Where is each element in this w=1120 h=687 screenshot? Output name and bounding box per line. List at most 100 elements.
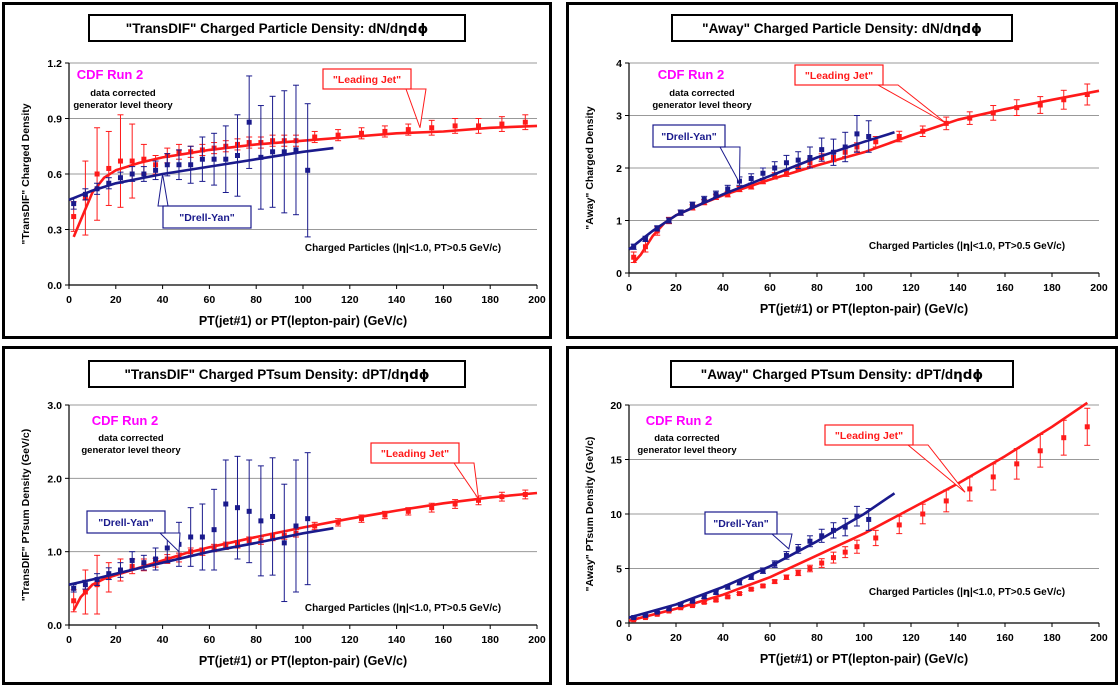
leading-jet-data-point	[748, 183, 754, 189]
drell-yan-data-point	[188, 534, 194, 540]
leading-jet-callout-box	[322, 68, 412, 90]
drell-yan-data-point	[654, 225, 660, 231]
drell-yan-data-point	[293, 523, 299, 529]
y-axis-label: "TransDIF" PTsum Density (GeV/c)	[20, 429, 32, 602]
x-tick-label: 0	[626, 282, 632, 294]
leading-jet-callout-label: "Leading Jet"	[381, 448, 449, 460]
x-tick-label: 80	[811, 632, 823, 644]
y-tick-label: 0	[616, 268, 622, 280]
x-tick-label: 120	[341, 634, 359, 646]
drell-yan-data-point	[106, 571, 112, 577]
drell-yan-data-point	[293, 147, 299, 153]
drell-yan-data-point	[666, 606, 672, 612]
drell-yan-callout-box	[652, 124, 726, 148]
drell-yan-data-point	[270, 149, 276, 155]
x-tick-label: 120	[902, 282, 920, 294]
note-line-1: data corrected	[669, 88, 735, 99]
x-tick-label: 140	[949, 632, 967, 644]
leading-jet-data-point	[106, 165, 112, 171]
y-tick-label: 2	[616, 163, 622, 175]
drell-yan-data-point	[153, 556, 159, 562]
leading-jet-data-point	[967, 115, 973, 121]
leading-jet-callout-pointer	[453, 462, 479, 500]
x-tick-label: 180	[1043, 632, 1061, 644]
drell-yan-data-point	[141, 171, 147, 177]
drell-yan-data-point	[141, 560, 147, 566]
leading-jet-data-point	[678, 605, 684, 611]
x-tick-label: 100	[294, 634, 312, 646]
x-tick-label: 140	[949, 282, 967, 294]
x-tick-label: 80	[250, 634, 262, 646]
drell-yan-data-point	[772, 165, 778, 171]
drell-yan-data-point	[281, 540, 287, 546]
drell-yan-data-point	[176, 162, 182, 168]
drell-yan-callout-box	[86, 510, 166, 534]
leading-jet-data-point	[896, 522, 902, 528]
leading-jet-data-point	[760, 583, 766, 589]
drell-yan-data-point	[830, 527, 836, 533]
leading-jet-data-point	[772, 579, 778, 585]
drell-yan-data-point	[654, 609, 660, 615]
leading-jet-data-point	[896, 134, 902, 139]
leading-jet-data-point	[312, 523, 318, 529]
drell-yan-data-point	[305, 516, 311, 522]
drell-yan-data-point	[281, 149, 287, 155]
note-line-2: generator level theory	[81, 445, 181, 456]
x-tick-label: 200	[528, 294, 546, 306]
drell-yan-data-point	[807, 538, 813, 544]
x-tick-label: 160	[435, 294, 453, 306]
drell-yan-callout-label: "Drell-Yan"	[661, 131, 716, 143]
x-tick-label: 40	[717, 282, 729, 294]
leading-jet-data-point	[476, 497, 481, 503]
drell-yan-callout-label: "Drell-Yan"	[98, 517, 153, 529]
leading-jet-data-point	[405, 127, 411, 133]
drell-yan-data-point	[713, 589, 719, 595]
leading-jet-data-point	[429, 125, 435, 131]
leading-jet-theory-curve	[628, 401, 1089, 623]
y-tick-label: 0.0	[47, 620, 62, 632]
cdf-run-label: CDF Run 2	[646, 413, 712, 428]
leading-jet-callout-pointer	[876, 84, 947, 124]
note-line-2: generator level theory	[637, 445, 737, 456]
note-line-2: generator level theory	[73, 100, 173, 111]
drell-yan-data-point	[689, 202, 695, 208]
leading-jet-data-point	[117, 158, 123, 164]
cuts-label: Charged Particles (|η|<1.0, PT>0.5 GeV/c…	[305, 243, 501, 254]
drell-yan-data-point	[760, 568, 766, 574]
drell-yan-data-point	[153, 167, 159, 173]
x-axis-label: PT(jet#1) or PT(lepton-pair) (GeV/c)	[760, 652, 968, 666]
leading-jet-theory-curve	[632, 89, 1100, 264]
leading-jet-data-point	[990, 474, 996, 480]
leading-jet-data-point	[689, 603, 695, 609]
drell-yan-data-point	[772, 561, 778, 567]
leading-jet-data-point	[1037, 448, 1043, 454]
y-tick-label: 5	[616, 564, 622, 576]
leading-jet-data-point	[725, 594, 731, 600]
x-tick-label: 160	[435, 634, 453, 646]
x-tick-label: 20	[670, 632, 682, 644]
x-axis-label: PT(jet#1) or PT(lepton-pair) (GeV/c)	[760, 302, 968, 316]
chart-panel-transdif-ptsum: "TransDIF" Charged PTsum Density: dPT/dη…	[2, 346, 552, 685]
drell-yan-data-point	[117, 567, 123, 573]
drell-yan-data-point	[94, 186, 100, 192]
leading-jet-data-point	[920, 511, 926, 517]
leading-jet-data-point	[1014, 461, 1020, 467]
x-tick-label: 20	[110, 294, 122, 306]
y-tick-label: 0.9	[47, 114, 62, 126]
drell-yan-data-point	[725, 186, 731, 192]
leading-jet-data-point	[873, 535, 879, 541]
drell-yan-data-point	[94, 577, 100, 583]
drell-yan-data-point	[701, 594, 707, 600]
leading-jet-data-point	[830, 555, 836, 561]
x-tick-label: 20	[670, 282, 682, 294]
leading-jet-data-point	[1037, 102, 1043, 108]
drell-yan-data-point	[701, 197, 707, 202]
leading-jet-data-point	[1014, 105, 1020, 111]
x-tick-label: 120	[902, 632, 920, 644]
x-tick-label: 0	[626, 632, 632, 644]
drell-yan-data-point	[305, 167, 311, 173]
drell-yan-callout-pointer	[719, 146, 741, 185]
chart-title: "Away" Charged Particle Density: dN/dηdϕ	[702, 21, 982, 37]
note-line-1: data corrected	[90, 88, 156, 99]
y-tick-label: 0	[616, 618, 622, 630]
